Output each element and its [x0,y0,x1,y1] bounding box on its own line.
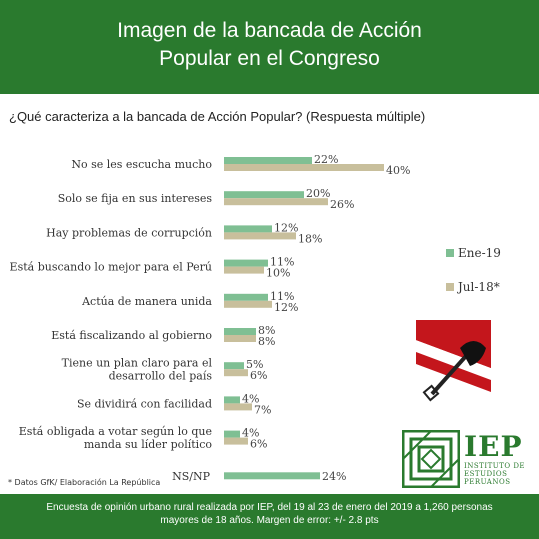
category-label-line: Está buscando lo mejor para el Perú [10,261,212,274]
bar-jul18 [224,403,252,411]
bar-ene19 [224,328,256,335]
legend-label: Ene-19 [458,246,501,260]
footer-line-2: mayores de 18 años. Margen de error: +/-… [160,515,379,526]
category-label-line: Está fiscalizando al gobierno [51,329,212,342]
data-label: 6% [250,369,267,382]
source-note: * Datos GfK/ Elaboración La República [8,478,161,487]
bar-jul18 [224,164,384,171]
category-label-line: Está obligada a votar según lo que [19,425,212,438]
category-label: Hay problemas de corrupción [46,226,212,239]
data-label: 10% [266,267,290,280]
data-label: 8% [258,324,275,337]
party-flag-icon [416,320,491,405]
data-label: 11% [270,256,294,269]
category-label: Se dividirá con facilidad [77,397,212,410]
category-label-line: desarrollo del país [109,370,213,383]
data-label: 22% [314,153,338,166]
category-label: Está buscando lo mejor para el Perú [10,261,212,274]
data-label: 5% [246,358,263,371]
bar-ene19 [224,293,268,301]
bar-jul18 [224,335,256,342]
bar-jul18 [224,232,296,240]
category-label: No se les escucha mucho [71,158,212,171]
bar-ene19 [224,430,240,438]
data-label: 12% [274,301,298,314]
bar-ene19 [224,191,304,199]
bar-ene19 [224,472,320,480]
footer-line-1: Encuesta de opinión urbano rural realiza… [46,502,493,513]
category-label: NS/NP [172,470,210,483]
data-label: 20% [306,187,330,200]
data-label: 26% [330,198,354,211]
category-label: Está fiscalizando al gobierno [51,329,212,342]
iep-logo-text: IEP INSTITUTO DE ESTUDIOS PERUANOS [464,430,526,487]
bar-chart: No se les escucha mucho 22% 40% Solo se fij… [10,153,501,483]
category-label: Está obligada a votar según lo que manda … [19,425,213,451]
category-label: Solo se fija en sus intereses [58,192,213,205]
data-label: 4% [242,392,259,405]
legend-label: Jul-18* [456,280,500,294]
data-label: 8% [258,335,275,348]
iep-logo-icon [402,430,460,488]
chart-question: ¿Qué caracteriza a la bancada de Acción … [9,109,426,124]
logo-sub-1: INSTITUTO DE [464,462,526,470]
bar-jul18 [224,266,264,274]
category-label-line: No se les escucha mucho [71,158,212,171]
data-label: 24% [322,470,346,483]
bar-jul18 [224,437,248,445]
data-label: 6% [250,438,267,451]
title-banner: Imagen de la bancada de Acción Popular e… [0,0,539,94]
data-label: 11% [270,290,294,303]
data-label: 4% [242,427,259,440]
bar-jul18 [224,300,272,308]
category-label-line: manda su líder político [84,438,213,451]
category-label-line: Se dividirá con facilidad [77,397,212,410]
data-label: 40% [386,164,410,177]
bar-ene19 [224,259,268,267]
bar-ene19 [224,157,312,164]
logo-name: IEP [464,430,523,463]
category-label-line: Hay problemas de corrupción [46,226,212,239]
bar-ene19 [224,225,272,233]
title-line-1: Imagen de la bancada de Acción [117,19,422,42]
bar-jul18 [224,369,248,377]
category-label-line: NS/NP [172,470,210,483]
bar-ene19 [224,362,244,370]
footer-banner: Encuesta de opinión urbano rural realiza… [0,494,539,539]
data-label: 18% [298,232,322,245]
category-label-line: Tiene un plan claro para el [62,357,213,370]
title-line-2: Popular en el Congreso [159,47,380,70]
legend-swatch [446,249,454,257]
category-label: Actúa de manera unida [81,295,212,308]
category-label-line: Actúa de manera unida [81,295,212,308]
bar-jul18 [224,198,328,206]
bar-ene19 [224,396,240,404]
data-label: 7% [254,403,271,416]
logo-sub-3: PERUANOS [464,478,511,486]
category-label: Tiene un plan claro para el desarrollo de… [62,357,213,383]
category-label-line: Solo se fija en sus intereses [58,192,213,205]
logo-sub-2: ESTUDIOS [464,470,508,478]
data-label: 12% [274,221,298,234]
legend-swatch [446,283,454,291]
